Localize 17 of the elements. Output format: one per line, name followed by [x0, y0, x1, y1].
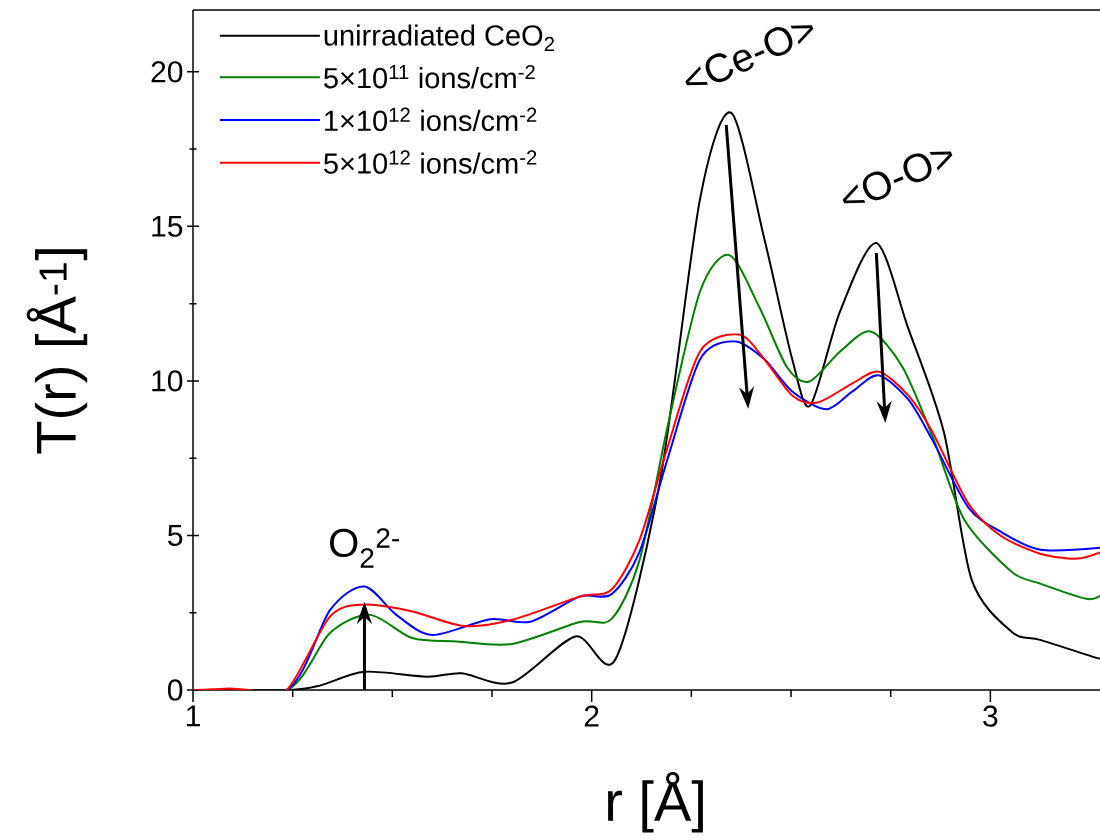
legend-label: 1×10$^{12}$ ions/cm$^{-2}$	[325, 107, 537, 132]
legend-label: 5×10$^{12}$ ions/cm$^{-2}$	[324, 150, 537, 174]
y-axis-title: T(r) [Å$^{-1}$]	[26, 249, 88, 454]
x-tick-label: 3	[983, 705, 998, 727]
y-tick-label: 0	[167, 679, 183, 701]
y-tick-label: 5	[168, 524, 183, 546]
x-tick-label: 1	[186, 705, 200, 727]
y-tick-label: 20	[151, 61, 183, 83]
legend-label: unirradiated CeO$_{2}$	[324, 24, 554, 52]
annotation: O$_{2}$2-	[330, 528, 399, 568]
y-tick-label: 15	[152, 215, 183, 237]
x-axis-title: r [Å]	[607, 771, 703, 833]
x-tick-label: 2	[584, 705, 599, 727]
annotation: <O-O>	[842, 151, 953, 204]
annotation: <Ce-O>	[685, 25, 814, 86]
y-tick-label: 10	[152, 370, 183, 392]
legend-label: 5×10$^{11}$ ions/cm$^{-2}$	[324, 64, 535, 89]
